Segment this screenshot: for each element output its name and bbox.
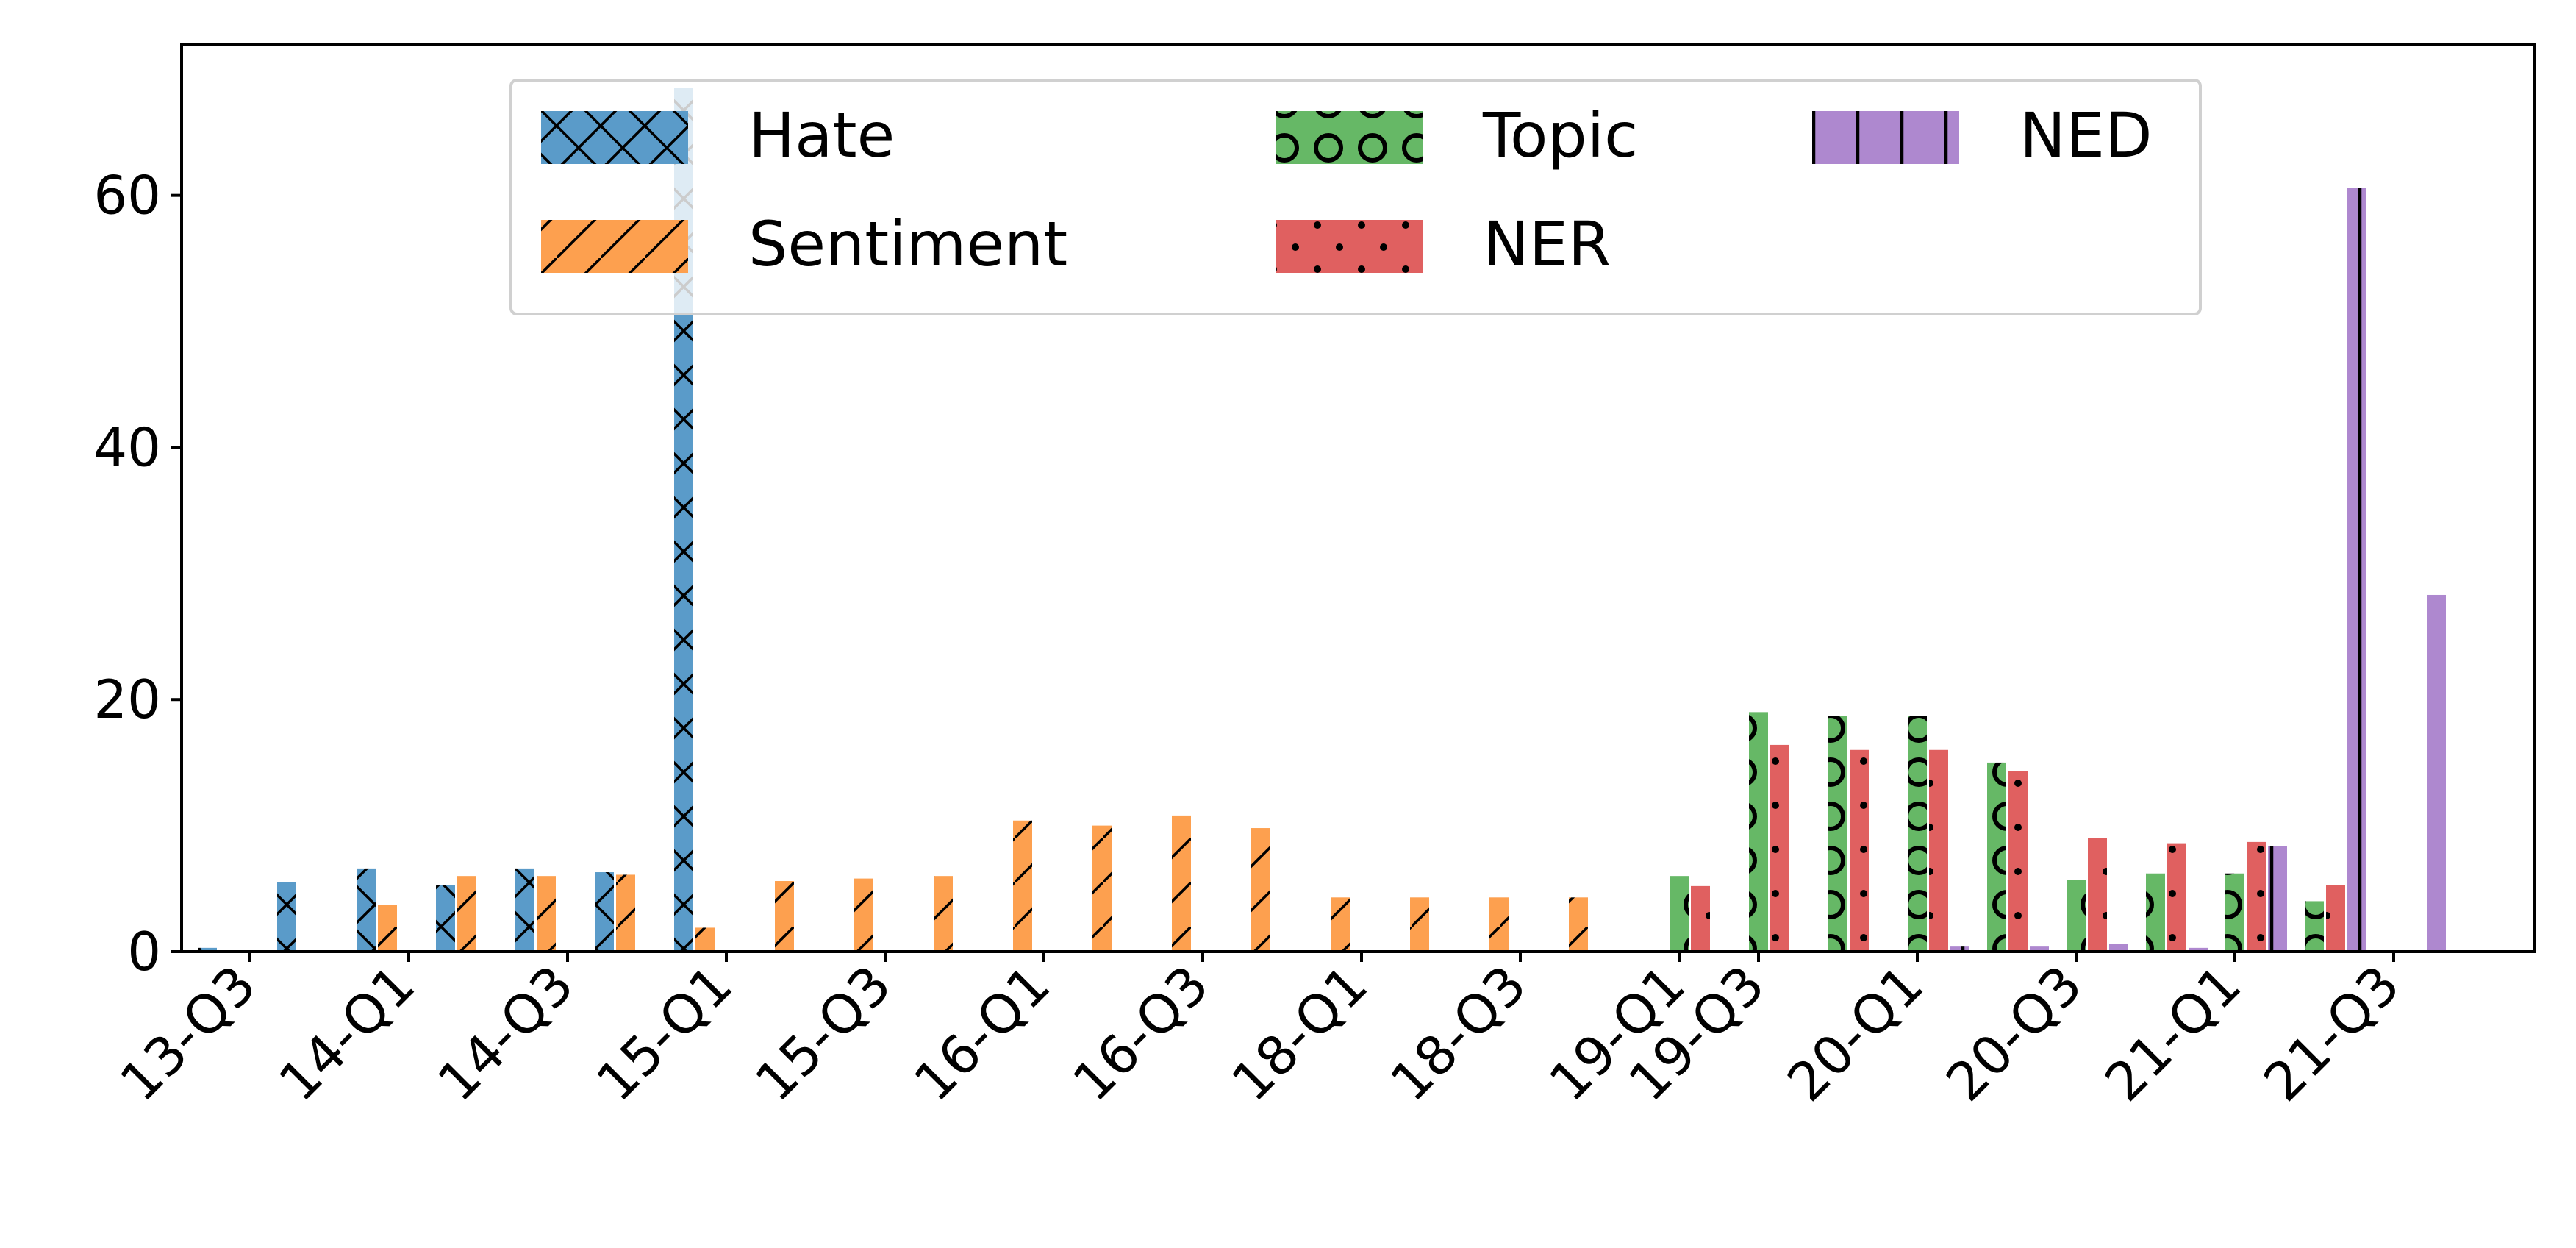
bar-ned-21-Q3 — [2427, 594, 2446, 952]
legend-label-ned: NED — [2019, 99, 2153, 171]
x-tick-label-18-Q1: 18-Q1 — [1220, 954, 1379, 1113]
bar-hate-14-Q4 — [595, 872, 614, 952]
bar-topic-20-Q4 — [2146, 873, 2165, 952]
y-tick-label: 20 — [93, 668, 161, 730]
bar-topic-19-Q3 — [1749, 712, 1768, 952]
bar-ner-20-Q3 — [2088, 838, 2107, 952]
x-tick-label-18-Q3: 18-Q3 — [1378, 954, 1538, 1113]
bar-ned-21-Q1 — [2268, 846, 2287, 952]
y-axis: 0 20 40 60 — [93, 165, 182, 983]
bar-sentiment-14-Q1 — [378, 905, 397, 952]
bar-sentiment-15-Q3 — [854, 878, 873, 952]
bar-ner-20-Q4 — [2167, 843, 2186, 952]
x-tick-label-21-Q1: 21-Q1 — [2093, 954, 2253, 1113]
bar-ned-20-Q3 — [2109, 944, 2128, 952]
x-tick-label-15-Q1: 15-Q1 — [584, 954, 744, 1113]
bar-hate-13-Q4 — [277, 882, 296, 952]
bar-sentiment-16-Q2 — [1092, 825, 1112, 952]
series-sentiment — [378, 815, 1588, 952]
y-tick-label: 60 — [93, 165, 161, 227]
x-tick-label-14-Q1: 14-Q1 — [267, 954, 426, 1113]
legend-item-ner: NER — [1276, 208, 1611, 280]
x-tick-label-14-Q3: 14-Q3 — [426, 954, 585, 1113]
legend-item-ned: NED — [1812, 99, 2153, 171]
bar-ned-20-Q2 — [2030, 946, 2049, 952]
bar-hate-14-Q1 — [357, 868, 376, 952]
bar-topic-21-Q2 — [2305, 901, 2324, 952]
legend-item-sentiment: Sentiment — [541, 208, 1067, 280]
bar-ner-19-Q1 — [1691, 885, 1710, 952]
bar-sentiment-14-Q3 — [537, 876, 556, 952]
bar-sentiment-16-Q4 — [1251, 828, 1270, 952]
bar-hate-13-Q3 — [198, 947, 217, 952]
bar-ner-19-Q3 — [1770, 744, 1789, 952]
series-ner — [1691, 744, 2345, 952]
legend-swatch-hate — [541, 111, 688, 164]
x-axis: 13-Q3 14-Q1 14-Q3 15-Q1 15-Q3 16-Q1 16-Q3 18-Q1… — [108, 952, 2411, 1113]
x-tick-label-16-Q3: 16-Q3 — [1061, 954, 1220, 1113]
legend-label-topic: Topic — [1482, 99, 1638, 171]
bar-topic-20-Q3 — [2067, 880, 2086, 952]
x-tick-label-20-Q1: 20-Q1 — [1775, 954, 1935, 1113]
bar-ner-20-Q2 — [2008, 771, 2028, 952]
bar-ner-19-Q4 — [1850, 749, 1869, 952]
bar-sentiment-16-Q3 — [1172, 815, 1191, 952]
bar-ned-20-Q4 — [2189, 947, 2208, 952]
bar-hate-14-Q3 — [515, 868, 534, 952]
legend-item-hate: Hate — [541, 99, 895, 171]
legend-label-sentiment: Sentiment — [748, 208, 1067, 280]
bar-ned-21-Q2 — [2347, 188, 2366, 952]
bar-ned-20-Q1 — [1950, 946, 1969, 952]
legend-label-hate: Hate — [748, 99, 895, 171]
bar-topic-19-Q4 — [1828, 716, 1847, 952]
legend-swatch-topic — [1276, 111, 1423, 164]
x-tick-label-15-Q3: 15-Q3 — [743, 954, 903, 1113]
legend: Hate Sentiment Topic NER NED — [509, 79, 2202, 315]
bar-sentiment-18-Q1 — [1331, 897, 1350, 952]
bar-sentiment-18-Q4 — [1569, 897, 1588, 952]
plot-frame — [180, 43, 2536, 953]
legend-swatch-sentiment — [541, 220, 688, 273]
y-tick-label: 40 — [93, 416, 161, 478]
bar-sentiment-15-Q2 — [775, 881, 794, 952]
series-topic — [1670, 712, 2324, 952]
bar-sentiment-14-Q4 — [616, 874, 635, 952]
bar-sentiment-14-Q2 — [457, 876, 476, 952]
x-tick-label-20-Q3: 20-Q3 — [1934, 954, 2094, 1113]
bar-ner-21-Q2 — [2326, 885, 2345, 952]
bar-topic-19-Q1 — [1670, 876, 1689, 952]
bar-ner-21-Q1 — [2247, 841, 2266, 952]
bar-sentiment-15-Q1 — [695, 927, 715, 952]
legend-swatch-ner — [1276, 220, 1423, 273]
legend-swatch-ned — [1812, 111, 1959, 164]
legend-item-topic: Topic — [1276, 99, 1638, 171]
bar-sentiment-18-Q3 — [1489, 897, 1509, 952]
bar-topic-20-Q2 — [1987, 762, 2006, 952]
bar-topic-21-Q1 — [2225, 873, 2244, 952]
bar-sentiment-16-Q1 — [1013, 820, 1032, 952]
series-ned — [1950, 188, 2446, 952]
bar-topic-20-Q1 — [1908, 716, 1927, 952]
bar-ner-20-Q1 — [1929, 749, 1948, 952]
legend-label-ner: NER — [1483, 208, 1611, 280]
bar-hate-14-Q2 — [436, 885, 455, 952]
bar-sentiment-18-Q2 — [1410, 897, 1429, 952]
y-tick-label: 0 — [127, 921, 161, 983]
x-tick-label-16-Q1: 16-Q1 — [902, 954, 1062, 1113]
x-tick-label-21-Q3: 21-Q3 — [2252, 954, 2411, 1113]
bar-sentiment-15-Q4 — [934, 876, 953, 952]
